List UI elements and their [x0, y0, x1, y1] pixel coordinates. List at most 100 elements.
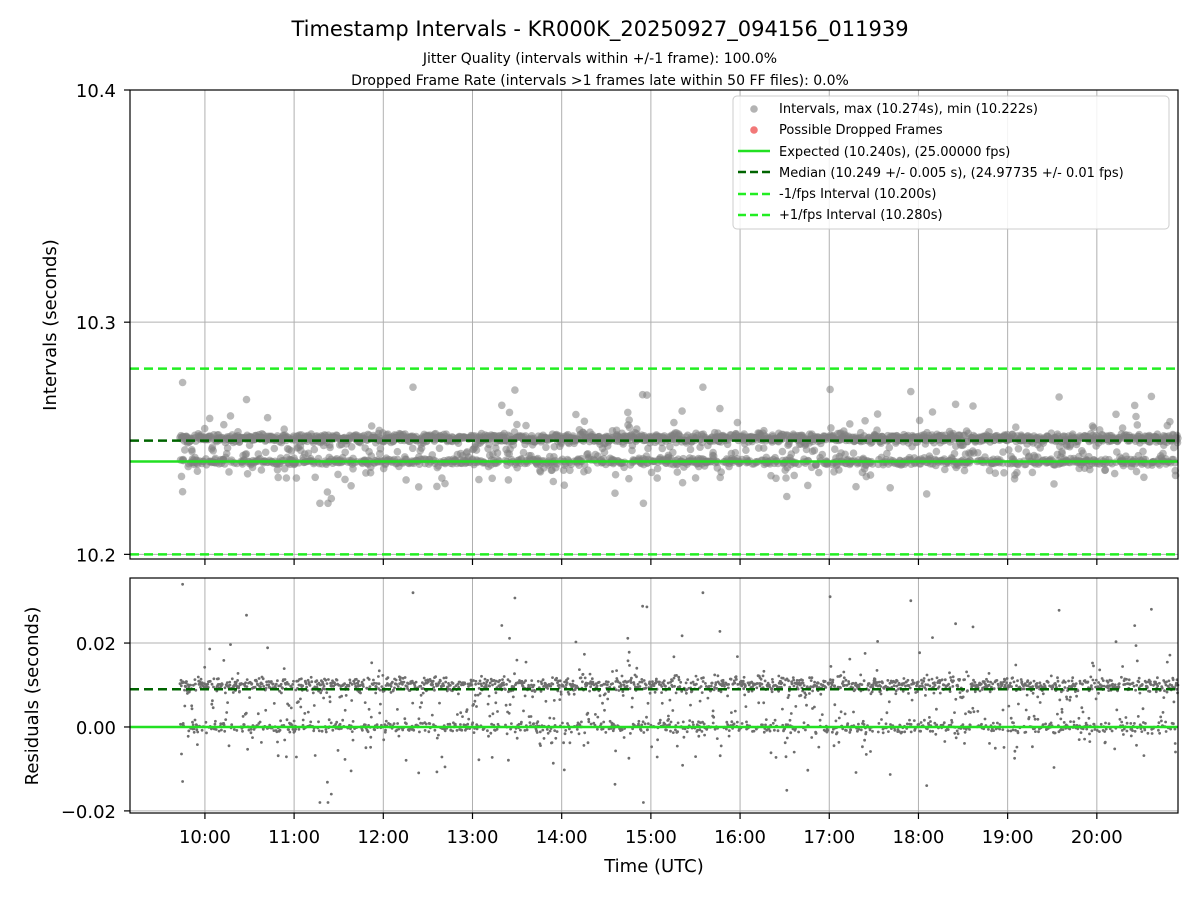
residual-point: [277, 754, 280, 757]
residual-point: [909, 687, 912, 690]
interval-point: [779, 448, 787, 456]
residual-point: [448, 723, 451, 726]
residual-point: [804, 729, 807, 732]
residual-point: [398, 735, 401, 738]
residual-point: [631, 697, 634, 700]
residual-point: [713, 674, 716, 677]
interval-point: [886, 484, 894, 492]
residual-point: [486, 679, 489, 682]
residual-point: [434, 729, 437, 732]
residual-point: [859, 674, 862, 677]
residual-point: [325, 731, 328, 734]
interval-point: [225, 468, 233, 476]
residual-point: [232, 691, 235, 694]
residual-point: [508, 712, 511, 715]
interval-point: [804, 482, 812, 490]
residual-point: [637, 683, 640, 686]
residual-point: [730, 678, 733, 681]
residual-point: [588, 690, 591, 693]
residual-point: [598, 681, 601, 684]
residual-point: [250, 728, 253, 731]
residual-point: [910, 723, 913, 726]
residual-point: [800, 694, 803, 697]
residual-point: [472, 703, 475, 706]
residual-point: [375, 685, 378, 688]
interval-point: [505, 476, 513, 484]
residual-point: [370, 716, 373, 719]
residual-point: [903, 730, 906, 733]
residual-point: [953, 711, 956, 714]
residual-point: [644, 722, 647, 725]
residual-point: [967, 675, 970, 678]
residual-point: [524, 695, 527, 698]
residual-point: [727, 683, 730, 686]
residual-point: [206, 683, 209, 686]
residual-point: [646, 728, 649, 731]
residual-point: [784, 741, 787, 744]
residual-point: [300, 677, 303, 680]
residual-point: [369, 746, 372, 749]
residual-point: [656, 738, 659, 741]
residual-point: [973, 710, 976, 713]
residual-point: [1028, 716, 1031, 719]
interval-point: [679, 479, 687, 487]
residual-point: [503, 675, 506, 678]
residual-point: [871, 730, 874, 733]
residual-point: [564, 732, 567, 735]
residual-point: [957, 732, 960, 735]
interval-point: [178, 473, 186, 481]
residual-point: [390, 685, 393, 688]
residual-point: [1001, 683, 1004, 686]
residual-point: [903, 677, 906, 680]
residual-point: [444, 766, 447, 769]
interval-point: [827, 424, 835, 432]
interval-point: [1013, 469, 1021, 477]
residual-point: [325, 728, 328, 731]
residual-point: [328, 696, 331, 699]
residual-point: [808, 692, 811, 695]
residual-point: [474, 683, 477, 686]
interval-point: [790, 472, 798, 480]
residual-point: [331, 729, 334, 732]
residual-point: [350, 699, 353, 702]
residual-point: [770, 751, 773, 754]
interval-point: [283, 474, 291, 482]
residual-point: [215, 728, 218, 731]
residual-point: [545, 700, 548, 703]
residual-point: [1054, 684, 1057, 687]
residual-point: [858, 728, 861, 731]
residual-point: [594, 713, 597, 716]
residual-point: [920, 721, 923, 724]
residual-point: [187, 735, 190, 738]
residual-point: [412, 729, 415, 732]
residual-point: [590, 723, 593, 726]
residual-point: [988, 684, 991, 687]
residual-point: [1033, 680, 1036, 683]
residual-point: [702, 676, 705, 679]
residual-point: [404, 676, 407, 679]
residual-point: [1061, 708, 1064, 711]
residual-point: [655, 678, 658, 681]
residual-point: [190, 704, 193, 707]
residual-point: [377, 675, 380, 678]
residual-point: [725, 721, 728, 724]
residual-point: [1036, 682, 1039, 685]
interval-point: [311, 446, 319, 454]
residual-point: [965, 671, 968, 674]
residual-point: [537, 680, 540, 683]
residual-point: [542, 678, 545, 681]
residual-point: [781, 682, 784, 685]
residual-point: [685, 682, 688, 685]
residual-point: [558, 684, 561, 687]
legend-label-dropped: Possible Dropped Frames: [779, 123, 943, 138]
residual-point: [505, 704, 508, 707]
residual-point: [996, 679, 999, 682]
interval-point: [1166, 418, 1174, 426]
residual-point: [519, 729, 522, 732]
residual-point: [361, 729, 364, 732]
interval-point: [907, 388, 915, 396]
residual-point: [991, 682, 994, 685]
residual-point: [526, 729, 529, 732]
residual-point: [536, 731, 539, 734]
residual-point: [717, 674, 720, 677]
